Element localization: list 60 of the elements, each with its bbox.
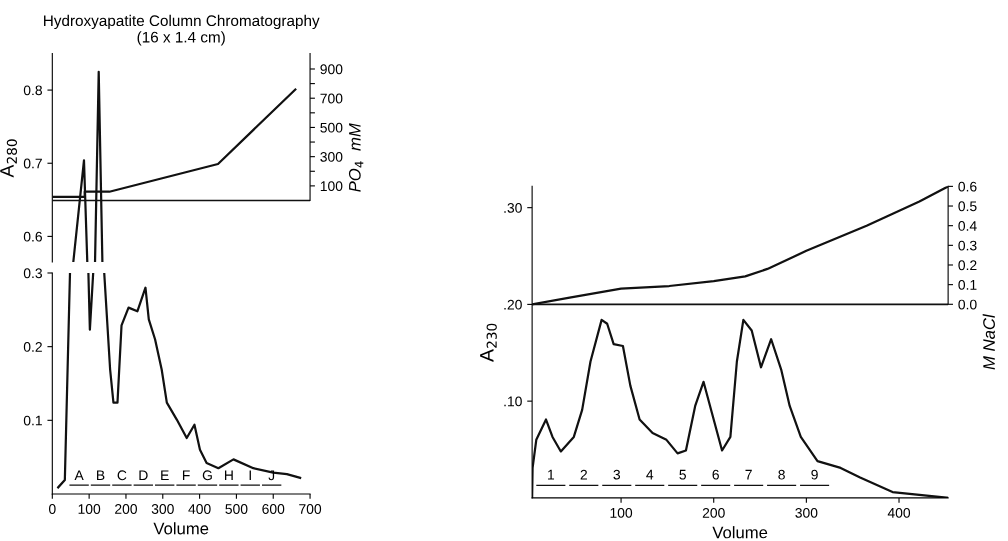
y-tick-label: 0.2 [23, 341, 42, 352]
y2-axis-title: M NaCl [982, 313, 995, 370]
y2-tick-label: 900 [320, 64, 343, 75]
y2-tick-label: 0.1 [958, 279, 977, 290]
y-tick-label: 0.8 [23, 85, 42, 96]
y-tick-label: 0.3 [23, 268, 42, 279]
x-axis-title: Volume [712, 526, 768, 539]
annotation: 4 [646, 469, 654, 480]
annotation: H [225, 470, 233, 481]
annotation: A [74, 470, 84, 481]
y-axis-title: A$_{280}$ [0, 139, 18, 178]
x-tick-label: 600 [262, 504, 285, 514]
x-axis-title: Volume [153, 522, 209, 535]
y2-tick-label: 0.4 [958, 221, 977, 231]
y-tick-label: .10 [504, 396, 522, 407]
y-tick-label: .30 [504, 202, 522, 213]
y-tick-label: 0.6 [23, 231, 42, 242]
chart-title: Hydroxyapatite Column Chromatography [44, 14, 320, 30]
annotation: 5 [679, 469, 686, 480]
x-tick-label: 100 [78, 504, 101, 514]
y-tick-label: 0.1 [23, 415, 42, 426]
annotation: I [249, 470, 251, 481]
y2-tick-label: 0.6 [958, 181, 977, 192]
annotation: B [97, 470, 105, 481]
y-tick-label: .20 [504, 299, 522, 310]
annotation: 9 [811, 469, 818, 480]
y2-tick-label: 0.0 [958, 299, 977, 310]
x-tick-label: 500 [225, 504, 248, 514]
x-tick-label: 700 [299, 504, 322, 514]
annotation: D [139, 470, 148, 481]
y2-tick-label: 500 [320, 122, 343, 133]
y-axis-title: A$_{230}$ [480, 323, 497, 362]
annotation: 2 [580, 469, 587, 480]
y2-axis-title: PO$_{4}$ mM [348, 123, 364, 192]
y2-tick-label: 300 [320, 151, 343, 162]
annotation: J [268, 470, 275, 481]
chart-subtitle: (16 x 1.4 cm) [137, 31, 225, 46]
y-tick-label: 0.7 [23, 158, 42, 169]
annotation: 7 [745, 469, 752, 480]
annotation: F [182, 470, 190, 481]
x-tick-label: 200 [702, 507, 725, 518]
x-tick-label: 200 [115, 504, 137, 514]
annotation: 3 [613, 469, 621, 480]
y2-tick-label: 0.5 [958, 201, 977, 212]
x-tick-label: 100 [610, 507, 633, 518]
x-tick-label: 300 [795, 507, 818, 518]
y2-tick-label: 0.3 [958, 240, 977, 251]
annotation: C [117, 470, 127, 481]
x-tick-label: 400 [188, 504, 211, 514]
annotation: G [202, 470, 212, 481]
x-tick-label: 300 [151, 504, 174, 514]
annotation: E [161, 470, 169, 481]
annotation: 6 [712, 469, 719, 480]
x-tick-label: 0 [49, 504, 56, 514]
annotation: 8 [778, 469, 785, 480]
y2-tick-label: 100 [320, 181, 343, 192]
y2-tick-label: 0.2 [958, 260, 977, 271]
annotation: 1 [548, 469, 555, 480]
x-tick-label: 400 [887, 507, 911, 518]
y2-tick-label: 700 [320, 93, 343, 104]
